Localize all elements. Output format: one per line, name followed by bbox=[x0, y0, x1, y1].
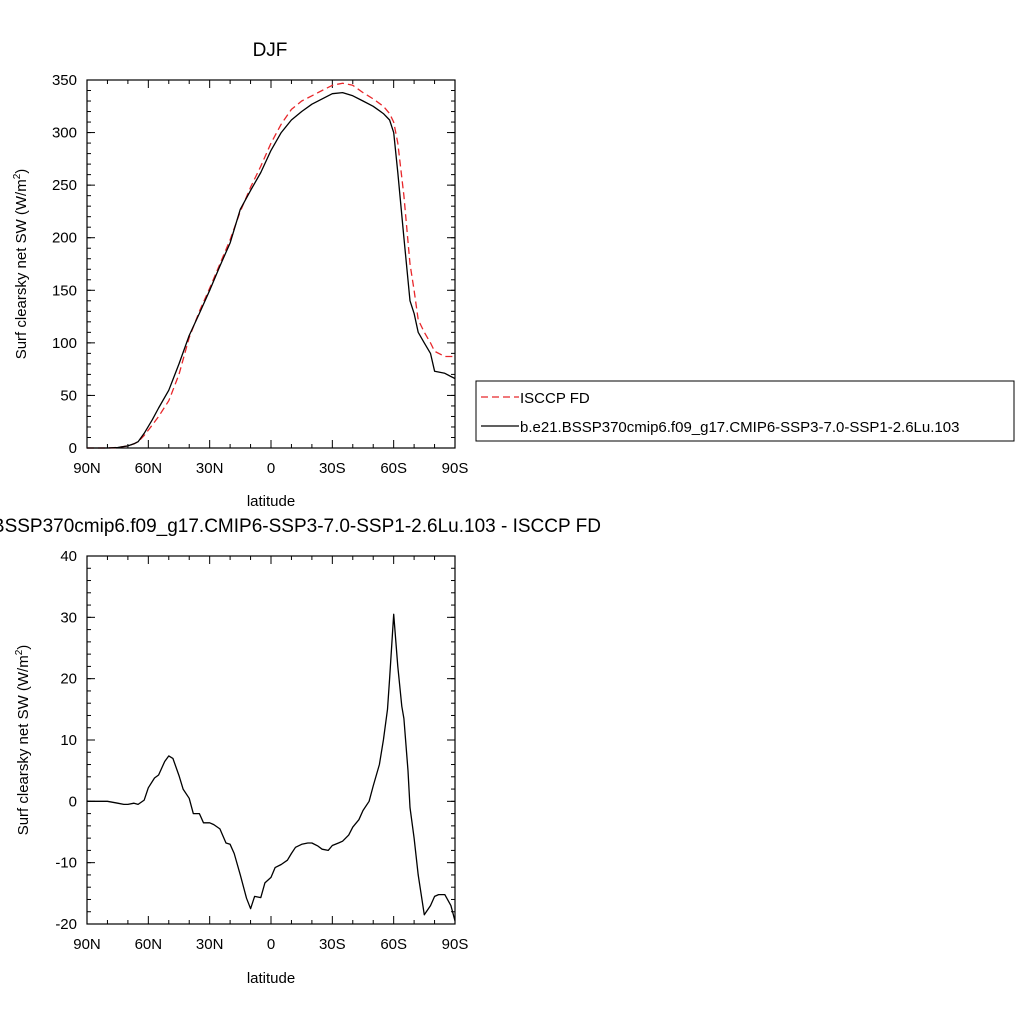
bottom-y-axis-label-close: ) bbox=[15, 645, 32, 650]
bottom-y-ticks: -20 -10 0 10 20 30 40 bbox=[55, 548, 455, 933]
bottom-x-tick-label: 60S bbox=[380, 936, 407, 953]
bottom-x-tick-label: 90N bbox=[73, 936, 101, 953]
legend-label-model: b.e21.BSSP370cmip6.f09_g17.CMIP6-SSP3-7.… bbox=[520, 419, 959, 436]
top-chart-title: DJF bbox=[253, 40, 288, 61]
bottom-y-tick-label: 40 bbox=[60, 548, 77, 565]
top-x-ticks: 90N 60N 30N 0 30S 60S 90S bbox=[73, 80, 468, 477]
bottom-y-axis-label-sup: 2 bbox=[14, 649, 25, 655]
top-x-tick-label: 60S bbox=[380, 460, 407, 477]
top-plot-area: 90N 60N 30N 0 30S 60S 90S 0 50 100 150 200 250 300 35… bbox=[52, 72, 468, 477]
bottom-y-tick-label: -20 bbox=[55, 916, 77, 933]
top-y-tick-label: 150 bbox=[52, 282, 77, 299]
bottom-y-tick-label: 30 bbox=[60, 609, 77, 626]
top-x-tick-label: 90S bbox=[442, 460, 469, 477]
bottom-y-tick-label: 20 bbox=[60, 671, 77, 688]
top-y-tick-label: 0 bbox=[69, 440, 77, 457]
top-y-tick-label: 50 bbox=[60, 387, 77, 404]
bottom-x-ticks: 90N 60N 30N 0 30S 60S 90S bbox=[73, 556, 468, 953]
bottom-chart-title: b.e21.BSSP370cmip6.f09_g17.CMIP6-SSP3-7.… bbox=[0, 516, 601, 537]
bottom-x-tick-label: 60N bbox=[135, 936, 163, 953]
bottom-y-tick-label: 0 bbox=[69, 793, 77, 810]
top-series-line-1 bbox=[87, 91, 456, 449]
bottom-x-tick-label: 0 bbox=[267, 936, 275, 953]
legend: ISCCP FD b.e21.BSSP370cmip6.f09_g17.CMIP… bbox=[475, 380, 1015, 442]
bottom-plot-area: 90N 60N 30N 0 30S 60S 90S -20 -10 0 10 20 30 40 bbox=[55, 548, 468, 953]
top-y-tick-label: 300 bbox=[52, 125, 77, 142]
top-x-tick-label: 0 bbox=[267, 460, 275, 477]
bottom-x-tick-label: 30N bbox=[196, 936, 224, 953]
top-x-tick-label: 60N bbox=[135, 460, 163, 477]
legend-label-isccp: ISCCP FD bbox=[520, 390, 590, 407]
legend-box bbox=[475, 380, 1015, 442]
bottom-plot-frame bbox=[86, 555, 456, 925]
bottom-y-tick-label: -10 bbox=[55, 855, 77, 872]
bottom-x-tick-label: 30S bbox=[319, 936, 346, 953]
top-y-tick-label: 250 bbox=[52, 177, 77, 194]
top-y-axis-label-close: ) bbox=[13, 169, 30, 174]
top-y-axis-label-sup: 2 bbox=[12, 173, 23, 179]
top-x-tick-label: 30S bbox=[319, 460, 346, 477]
top-series bbox=[87, 82, 456, 449]
top-plot-frame bbox=[86, 79, 456, 449]
bottom-y-tick-label: 10 bbox=[60, 732, 77, 749]
top-y-tick-label: 100 bbox=[52, 335, 77, 352]
bottom-x-axis-label: latitude bbox=[247, 970, 295, 987]
bottom-panel: b.e21.BSSP370cmip6.f09_g17.CMIP6-SSP3-7.… bbox=[0, 516, 601, 987]
top-x-axis-label: latitude bbox=[247, 493, 295, 510]
bottom-series-line-0 bbox=[87, 613, 456, 922]
top-x-tick-label: 30N bbox=[196, 460, 224, 477]
bottom-series bbox=[87, 613, 456, 922]
top-x-tick-label: 90N bbox=[73, 460, 101, 477]
top-y-tick-label: 350 bbox=[52, 72, 77, 89]
top-y-ticks: 0 50 100 150 200 250 300 350 bbox=[52, 72, 455, 457]
bottom-y-axis-label: Surf clearsky net SW (W/m2) bbox=[14, 645, 32, 836]
top-y-axis-label: Surf clearsky net SW (W/m2) bbox=[12, 169, 30, 360]
top-panel: DJF 90N 60N 30N 0 30S 60S 90S 0 50 100 150 200 250 3… bbox=[12, 40, 468, 510]
top-y-tick-label: 200 bbox=[52, 230, 77, 247]
top-series-line-0 bbox=[87, 82, 455, 449]
bottom-x-tick-label: 90S bbox=[442, 936, 469, 953]
